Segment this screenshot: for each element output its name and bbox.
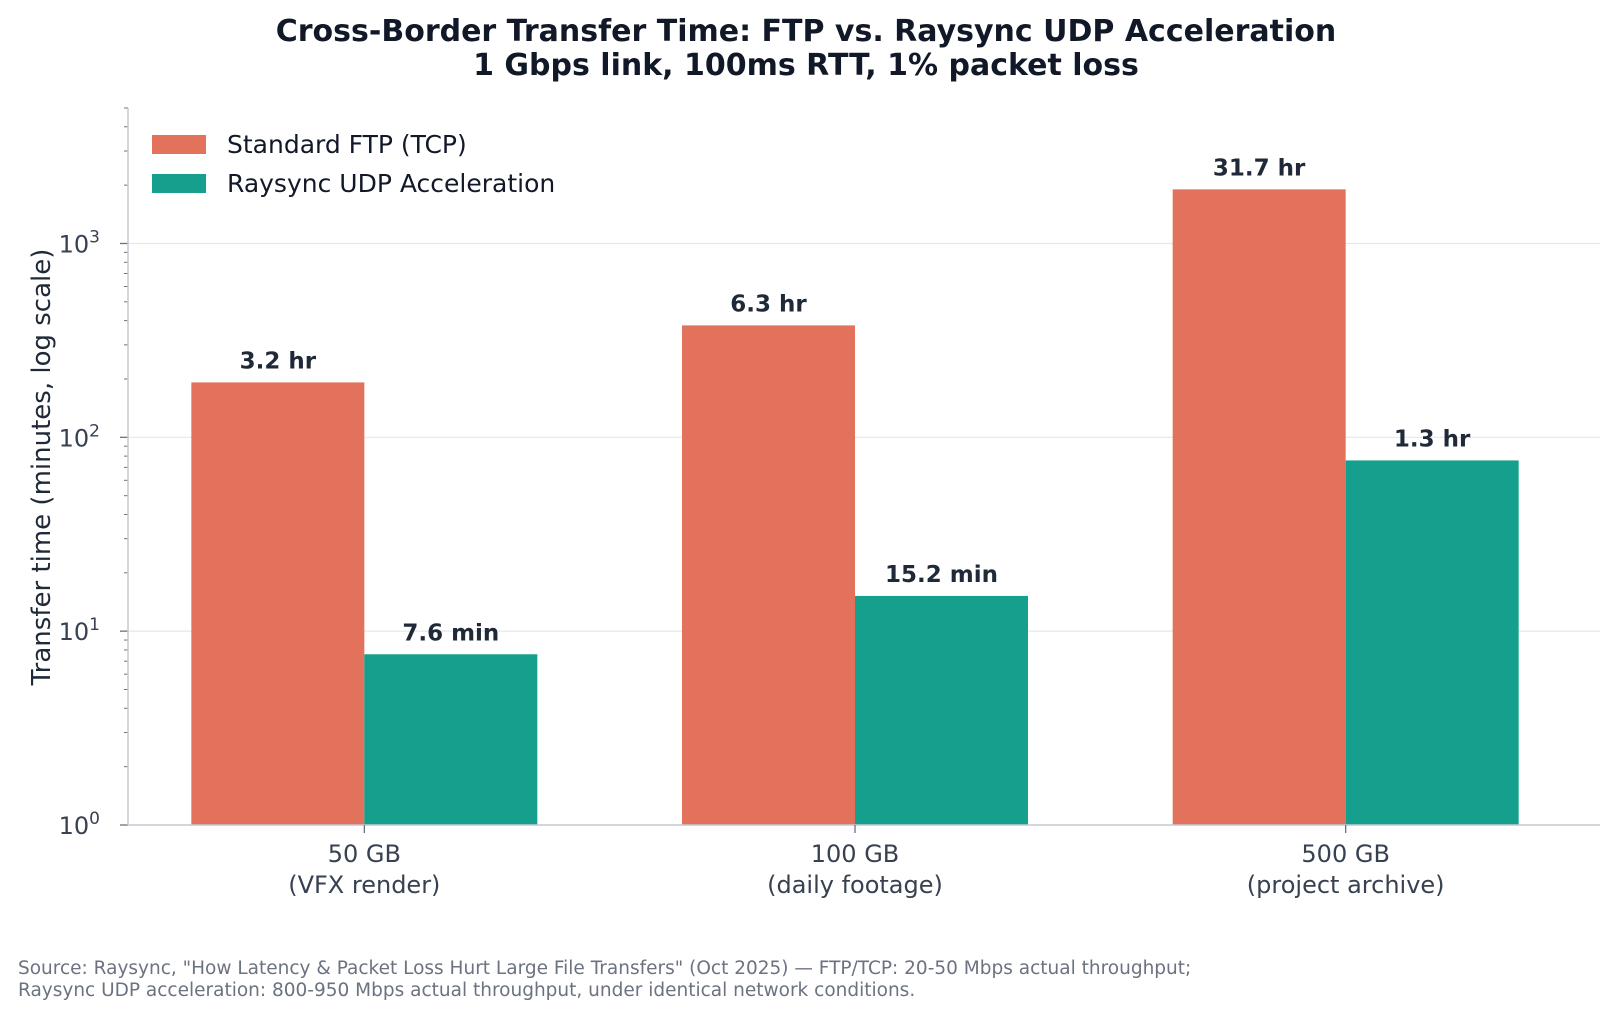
x-category-label: (daily footage) — [767, 871, 943, 899]
data-labels: 3.2 hr 7.6 min 6.3 hr 15.2 min 31.7 hr 1.3 hr — [240, 155, 1471, 646]
chart-title: Cross-Border Transfer Time: FTP vs. Rays… — [276, 14, 1336, 49]
bar-value-label: 6.3 hr — [730, 291, 807, 317]
source-note-line: Raysync UDP acceleration: 800-950 Mbps a… — [18, 980, 916, 1001]
x-category-label: 100 GB — [811, 840, 900, 868]
bar-value-label: 31.7 hr — [1213, 155, 1306, 181]
legend-swatch — [152, 174, 206, 193]
y-axis-title: Transfer time (minutes, log scale) — [27, 249, 57, 687]
bar — [364, 654, 538, 825]
axes: 100 101 102 103 50 GB (VFX render) 100 GB (dail… — [59, 107, 1600, 899]
legend-swatch — [152, 135, 206, 154]
source-note-line: Source: Raysync, "How Latency & Packet L… — [18, 958, 1192, 979]
bars — [191, 189, 1519, 825]
legend: Standard FTP (TCP) Raysync UDP Accelerati… — [152, 130, 555, 198]
bar — [1345, 460, 1519, 825]
legend-entry: Raysync UDP Acceleration — [227, 169, 555, 198]
source-note: Source: Raysync, "How Latency & Packet L… — [18, 958, 1578, 1002]
bar-value-label: 7.6 min — [402, 620, 499, 646]
bar — [855, 595, 1028, 825]
bar — [1172, 189, 1346, 825]
bar — [191, 382, 365, 825]
y-tick-label: 100 — [59, 809, 100, 840]
bar — [682, 325, 855, 825]
legend-entry: Standard FTP (TCP) — [227, 130, 467, 159]
bar-value-label: 3.2 hr — [240, 348, 317, 374]
y-tick-label: 101 — [59, 615, 100, 646]
chart-subtitle: 1 Gbps link, 100ms RTT, 1% packet loss — [473, 48, 1139, 83]
x-category-label: 50 GB — [328, 840, 401, 868]
x-category-label: 500 GB — [1301, 840, 1390, 868]
bar-value-label: 15.2 min — [885, 562, 998, 588]
y-tick-label: 103 — [59, 227, 100, 258]
y-tick-label: 102 — [59, 421, 100, 452]
x-category-label: (VFX render) — [288, 871, 440, 899]
x-category-label: (project archive) — [1247, 871, 1445, 899]
bar-value-label: 1.3 hr — [1394, 426, 1471, 452]
